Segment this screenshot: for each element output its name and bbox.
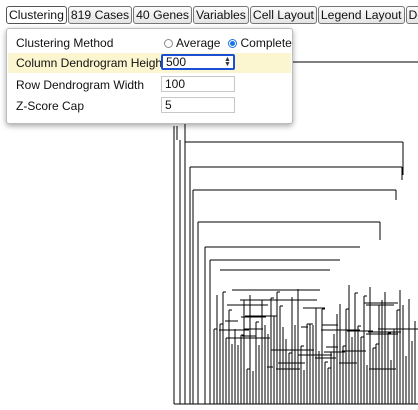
clustering-method-label: Clustering Method (16, 36, 114, 50)
row-dendrogram-width-value: 100 (165, 77, 186, 91)
column-dendrogram-height-row: Column Dendrogram Height 500 ▲ ▼ (8, 53, 291, 73)
method-complete-label: Complete (240, 36, 292, 50)
tab-cases[interactable]: 819 Cases (67, 6, 133, 24)
method-average-label: Average (176, 36, 221, 50)
z-score-cap-row: Z-Score Cap 5 (8, 96, 291, 116)
clustering-method-radio-group: Average Complete (164, 36, 300, 50)
column-dendrogram-height-value: 500 (166, 55, 187, 69)
tab-variables[interactable]: Variables (193, 6, 249, 24)
row-dendrogram-width-input[interactable]: 100 (161, 76, 235, 92)
radio-complete[interactable] (228, 38, 238, 48)
method-complete-option[interactable]: Complete (228, 36, 292, 50)
method-average-option[interactable]: Average (164, 36, 220, 50)
z-score-cap-input[interactable]: 5 (161, 97, 235, 113)
radio-average[interactable] (164, 38, 173, 48)
row-dendrogram-width-label: Row Dendrogram Width (16, 78, 145, 92)
column-dendrogram-height-label: Column Dendrogram Height (16, 56, 166, 70)
menu-bar: Clustering 819 Cases 40 Genes Variables … (6, 6, 418, 26)
z-score-cap-value: 5 (165, 98, 172, 112)
column-dendrogram-height-input[interactable]: 500 ▲ ▼ (161, 54, 235, 70)
tab-download[interactable]: Download (405, 6, 418, 24)
tab-clustering[interactable]: Clustering (6, 6, 67, 24)
row-dendrogram-width-row: Row Dendrogram Width 100 (8, 75, 291, 95)
z-score-cap-label: Z-Score Cap (16, 99, 85, 113)
tab-genes[interactable]: 40 Genes (133, 6, 192, 24)
tab-cell-layout[interactable]: Cell Layout (249, 6, 317, 24)
spinner-arrows-icon[interactable]: ▲ ▼ (224, 56, 231, 68)
clustering-method-row: Clustering Method Average Complete (8, 33, 292, 53)
clustering-settings-panel: Clustering Method Average Complete Colum… (6, 28, 293, 124)
tab-legend-layout[interactable]: Legend Layout (317, 6, 405, 24)
